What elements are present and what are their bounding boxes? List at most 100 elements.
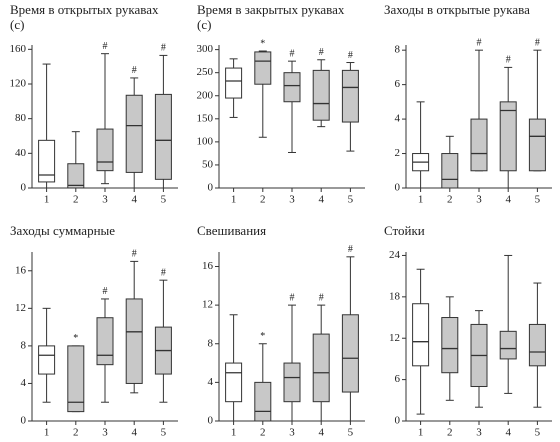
chart-title: Время в закрытых рукавах (с) (197, 2, 345, 32)
box (254, 381, 272, 422)
x-tick-label: 2 (447, 194, 453, 206)
y-tick-label: 0 (208, 415, 214, 427)
significance-mark: * (260, 38, 265, 49)
x-tick-label: 4 (505, 194, 511, 206)
box (528, 118, 546, 172)
x-tick-label: 5 (348, 427, 354, 439)
x-tick-label: 3 (102, 194, 108, 206)
x-tick-label: 1 (44, 194, 50, 206)
significance-mark: # (535, 37, 540, 48)
chart-title: Свешивания (197, 223, 267, 238)
x-tick-label: 3 (289, 194, 295, 206)
significance-mark: # (132, 249, 137, 260)
box (312, 333, 330, 403)
box (412, 303, 430, 367)
y-tick-label: 24 (389, 249, 401, 261)
y-tick-label: 40 (15, 147, 27, 159)
x-tick-label: 4 (131, 427, 137, 439)
box (341, 314, 359, 393)
x-tick-label: 1 (418, 427, 424, 439)
chart-title: Стойки (384, 223, 425, 238)
significance-mark: # (319, 47, 324, 58)
x-tick-label: 1 (231, 194, 237, 206)
y-tick-label: 4 (208, 376, 214, 388)
x-tick-label: 2 (260, 427, 266, 439)
x-tick-label: 1 (44, 427, 50, 439)
box (283, 72, 301, 103)
panel: 0 50 100 150 200 250 300 1 2 * 3 #4 #5 # Время в закры… (187, 0, 373, 221)
x-tick-label: 2 (73, 194, 79, 206)
chart: 0 50 100 150 200 250 300 1 2 * 3 #4 #5 # (197, 38, 365, 206)
x-tick-label: 2 (260, 194, 266, 206)
y-tick-label: 0 (395, 182, 401, 194)
significance-mark: # (506, 55, 511, 66)
y-tick-label: 16 (202, 260, 214, 272)
x-tick-label: 2 (73, 427, 79, 439)
box (225, 362, 243, 403)
x-tick-label: 3 (289, 427, 295, 439)
box (125, 94, 143, 173)
panel: 0 40 80 120 160 1 2 3 #4 #5 # Время в открытых рука… (0, 0, 186, 221)
y-tick-label: 8 (395, 44, 401, 56)
box (96, 317, 114, 366)
box (499, 330, 517, 360)
y-tick-label: 300 (197, 43, 214, 55)
x-tick-label: 1 (231, 427, 237, 439)
x-tick-label: 5 (535, 427, 541, 439)
box (96, 128, 114, 172)
y-tick-label: 250 (197, 66, 214, 78)
y-tick-label: 2 (395, 147, 401, 159)
chart: 0 40 80 120 160 1 2 3 #4 #5 # (10, 41, 178, 206)
x-tick-label: 4 (318, 194, 324, 206)
y-tick-label: 100 (197, 135, 214, 147)
y-tick-label: 0 (395, 415, 401, 427)
x-tick-label: 5 (161, 194, 167, 206)
significance-mark: # (103, 286, 108, 297)
y-tick-label: 200 (197, 89, 214, 101)
panel: 0 4 8 12 16 1 2 * 3 #4 #5 # Свешивания (187, 221, 373, 442)
y-tick-label: 0 (21, 182, 27, 194)
significance-mark: # (477, 37, 482, 48)
significance-mark: # (132, 65, 137, 76)
x-tick-label: 2 (447, 427, 453, 439)
y-tick-label: 50 (202, 158, 214, 170)
box (528, 323, 546, 367)
significance-mark: # (103, 41, 108, 52)
x-tick-label: 3 (476, 427, 482, 439)
significance-mark: * (73, 333, 78, 344)
panel: 0 6 12 18 24 1 2 3 4 5 Стойки (374, 221, 560, 442)
y-tick-label: 80 (15, 112, 27, 124)
box (283, 362, 301, 403)
y-tick-label: 150 (197, 112, 214, 124)
x-tick-label: 4 (318, 427, 324, 439)
x-tick-label: 5 (161, 427, 167, 439)
box (341, 69, 359, 123)
box (125, 298, 143, 384)
box (441, 153, 459, 189)
y-tick-label: 8 (208, 337, 214, 349)
y-tick-label: 6 (395, 373, 401, 385)
box (312, 69, 330, 121)
panel: 0 2 4 6 8 1 2 3 #4 #5 # Заходы в открытые рукава (374, 0, 560, 221)
y-tick-label: 12 (15, 302, 26, 314)
y-tick-label: 16 (15, 264, 27, 276)
box (225, 67, 243, 99)
x-tick-label: 5 (535, 194, 541, 206)
panel: 0 4 8 12 16 1 2 * 3 #4 #5 # Заходы суммарные (0, 221, 186, 442)
x-tick-label: 4 (131, 194, 137, 206)
significance-mark: * (260, 331, 265, 342)
y-tick-label: 0 (21, 415, 27, 427)
x-tick-label: 3 (102, 427, 108, 439)
chart: 0 2 4 6 8 1 2 3 #4 #5 # (395, 37, 552, 206)
y-tick-label: 6 (395, 78, 401, 90)
box (67, 345, 85, 413)
y-tick-label: 160 (10, 43, 27, 55)
chart-title: Время в открытых рукавах (с) (10, 2, 159, 32)
y-tick-label: 0 (208, 182, 214, 194)
significance-mark: # (290, 48, 295, 59)
significance-mark: # (290, 292, 295, 303)
